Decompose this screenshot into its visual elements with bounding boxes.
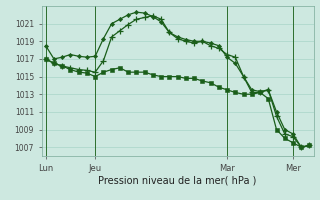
X-axis label: Pression niveau de la mer( hPa ): Pression niveau de la mer( hPa ) bbox=[99, 175, 257, 185]
